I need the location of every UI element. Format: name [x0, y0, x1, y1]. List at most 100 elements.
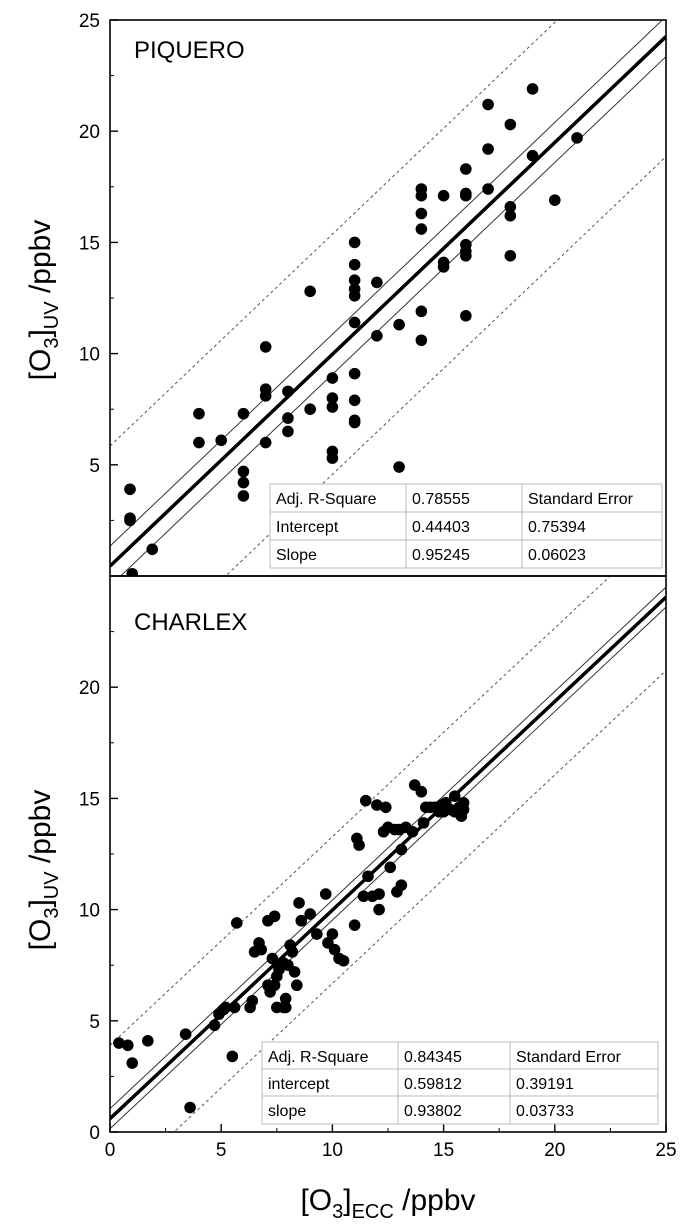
charlex-x-ticks: 0 5 10 15 20 25 — [105, 1124, 677, 1161]
piquero-data-point — [437, 261, 450, 273]
charlex-stat-value-intercept: 0.59812 — [404, 1076, 462, 1093]
charlex-data-point — [219, 1001, 232, 1014]
piquero-y-ticks: 5 10 15 20 25 — [79, 11, 118, 521]
piquero-data-point — [415, 189, 428, 202]
x-axis-label: [O3]ECC /ppbv — [300, 1184, 475, 1223]
charlex-data-point — [337, 954, 350, 967]
piquero-stat-label-slope: Slope — [276, 547, 317, 564]
charlex-data-point — [208, 1019, 221, 1032]
piquero-data-point — [348, 274, 361, 287]
charlex-data-point — [113, 1037, 125, 1049]
piquero-stat-value-intercept: 0.44403 — [412, 519, 470, 536]
charlex-y-tick-label: 5 — [89, 1012, 100, 1033]
piquero-data-point — [348, 289, 361, 302]
piquero-panel: 5 10 15 20 25 PIQUERO Adj. R-Square 0.78555 … — [24, 11, 667, 577]
charlex-panel: 0 5 10 15 20 0 5 10 15 20 25 CHARLEX Adj. R-Squar… — [24, 575, 677, 1223]
piquero-data-point — [549, 194, 561, 206]
piquero-data-point — [415, 207, 428, 220]
charlex-data-point — [230, 917, 243, 929]
charlex-y-tick-label: 0 — [89, 1123, 100, 1144]
piquero-data-point — [348, 416, 361, 429]
charlex-data-point — [246, 994, 259, 1007]
piquero-data-point — [415, 305, 428, 318]
piquero-data-point — [415, 223, 428, 235]
charlex-y-tick-label: 10 — [79, 901, 100, 922]
piquero-data-point — [193, 436, 205, 449]
charlex-data-point — [415, 785, 428, 798]
charlex-data-point — [379, 801, 392, 814]
piquero-y-tick-label: 15 — [79, 233, 100, 254]
charlex-data-point — [348, 919, 361, 931]
piquero-data-point — [259, 390, 272, 402]
piquero-data-point — [237, 490, 250, 502]
charlex-data-point — [226, 1050, 239, 1063]
charlex-data-point — [121, 1039, 134, 1052]
piquero-stat-se-slope: 0.06023 — [528, 547, 586, 564]
charlex-y-axis-label: [O3]UV /ppbv — [24, 790, 63, 951]
charlex-data-point — [291, 979, 303, 992]
piquero-y-tick-label: 10 — [79, 345, 100, 366]
charlex-stat-label-slope: slope — [268, 1103, 306, 1120]
piquero-stat-value-r2: 0.78555 — [412, 491, 470, 508]
piquero-data-point — [124, 514, 136, 527]
piquero-stat-header-se: Standard Error — [528, 491, 634, 508]
piquero-stat-label-r2: Adj. R-Square — [276, 491, 377, 508]
piquero-data-point — [326, 452, 339, 464]
piquero-data-point — [504, 209, 517, 222]
charlex-panel-title: CHARLEX — [134, 609, 247, 636]
charlex-stat-se-intercept: 0.39191 — [516, 1076, 574, 1093]
piquero-stat-value-slope: 0.95245 — [412, 547, 470, 564]
charlex-stat-header-se: Standard Error — [516, 1049, 622, 1066]
piquero-data-point — [482, 143, 494, 155]
charlex-data-point — [304, 908, 316, 920]
piquero-data-point — [126, 567, 139, 576]
charlex-x-tick-label: 0 — [105, 1140, 116, 1161]
charlex-data-point — [268, 910, 281, 923]
charlex-stat-label-intercept: intercept — [268, 1076, 330, 1093]
piquero-data-point — [326, 372, 339, 384]
charlex-data-point — [126, 1057, 139, 1069]
charlex-stat-value-r2: 0.84345 — [404, 1049, 462, 1066]
piquero-confidence-band-lower — [119, 56, 666, 576]
charlex-stat-se-slope: 0.03733 — [516, 1103, 574, 1120]
charlex-x-tick-label: 15 — [433, 1140, 454, 1161]
charlex-x-tick-label: 20 — [544, 1140, 565, 1161]
charlex-data-point — [266, 952, 279, 965]
charlex-stats-table: Adj. R-Square 0.84345 Standard Error int… — [261, 1041, 659, 1125]
charlex-data-point — [255, 943, 268, 956]
charlex-data-point — [353, 839, 365, 851]
piquero-data-point — [304, 285, 316, 298]
charlex-data-point — [319, 888, 332, 900]
charlex-prediction-band-lower — [173, 670, 666, 1132]
piquero-data-point — [482, 183, 494, 195]
charlex-data-point — [371, 799, 383, 811]
piquero-data-point — [348, 394, 361, 407]
piquero-data-point — [526, 149, 539, 162]
charlex-fit-line — [110, 595, 666, 1120]
piquero-fit-lines — [110, 20, 666, 576]
piquero-data-point — [326, 401, 339, 413]
piquero-data-point — [460, 189, 472, 202]
charlex-data-point — [288, 966, 301, 978]
piquero-data-point — [348, 316, 361, 329]
piquero-data-point — [146, 543, 159, 556]
charlex-data-point — [184, 1101, 196, 1114]
piquero-prediction-band-upper — [110, 20, 559, 447]
piquero-data-point — [348, 236, 361, 249]
piquero-data-point — [371, 330, 383, 342]
piquero-y-tick-label: 25 — [79, 11, 100, 32]
piquero-data-point — [282, 425, 294, 438]
piquero-y-tick-label: 5 — [89, 456, 100, 477]
charlex-data-point — [357, 890, 370, 903]
piquero-confidence-band-upper — [110, 20, 664, 547]
piquero-data-point — [393, 461, 405, 473]
piquero-data-point — [259, 341, 272, 353]
piquero-data-point — [282, 385, 294, 398]
charlex-stat-label-r2: Adj. R-Square — [268, 1049, 369, 1066]
charlex-x-tick-label: 5 — [216, 1140, 227, 1161]
charlex-data-point — [328, 943, 341, 956]
charlex-data-point — [279, 1001, 292, 1014]
piquero-data-point — [482, 98, 494, 111]
charlex-confidence-band-upper — [110, 586, 666, 1110]
